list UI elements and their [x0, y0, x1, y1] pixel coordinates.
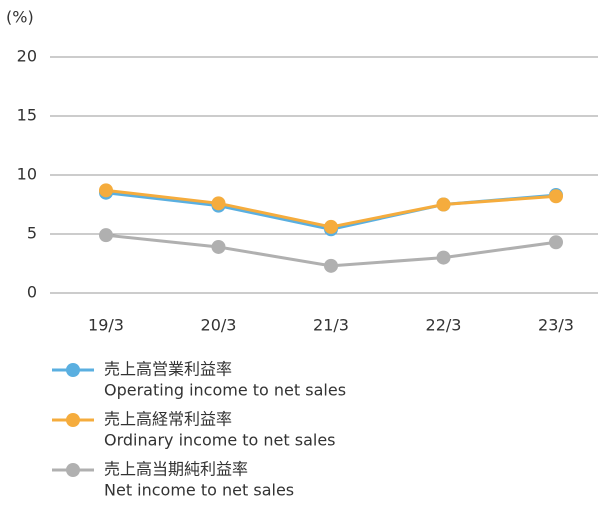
- x-tick-label: 22/3: [426, 316, 462, 335]
- legend-label-en: Net income to net sales: [104, 481, 294, 500]
- legend-label: 売上高営業利益率: [104, 360, 232, 379]
- data-point: [211, 196, 226, 211]
- legend-label-en: Operating income to net sales: [104, 381, 346, 400]
- y-tick-label: 10: [17, 165, 37, 184]
- data-point: [436, 197, 451, 212]
- legend-marker: [66, 363, 80, 377]
- y-tick-label: 20: [17, 47, 37, 66]
- data-point: [324, 258, 338, 273]
- legend-marker: [66, 463, 80, 477]
- data-point: [436, 250, 451, 265]
- data-point: [211, 239, 226, 254]
- data-point: [324, 219, 338, 234]
- y-tick-label: 15: [17, 106, 37, 125]
- legend-label: 売上高経常利益率: [104, 410, 232, 429]
- x-tick-label: 19/3: [88, 316, 124, 335]
- x-tick-label: 21/3: [313, 316, 349, 335]
- x-tick-label: 23/3: [538, 316, 574, 335]
- y-axis-label: (%): [6, 8, 34, 27]
- data-point: [99, 183, 113, 198]
- y-tick-label: 5: [27, 224, 37, 243]
- data-point: [549, 235, 563, 250]
- y-tick-label: 0: [27, 283, 37, 302]
- legend-marker: [66, 413, 80, 427]
- legend-label: 売上高当期純利益率: [104, 460, 248, 479]
- data-point: [99, 228, 113, 243]
- x-tick-label: 20/3: [201, 316, 237, 335]
- legend-label-en: Ordinary income to net sales: [104, 431, 336, 450]
- data-point: [549, 189, 563, 204]
